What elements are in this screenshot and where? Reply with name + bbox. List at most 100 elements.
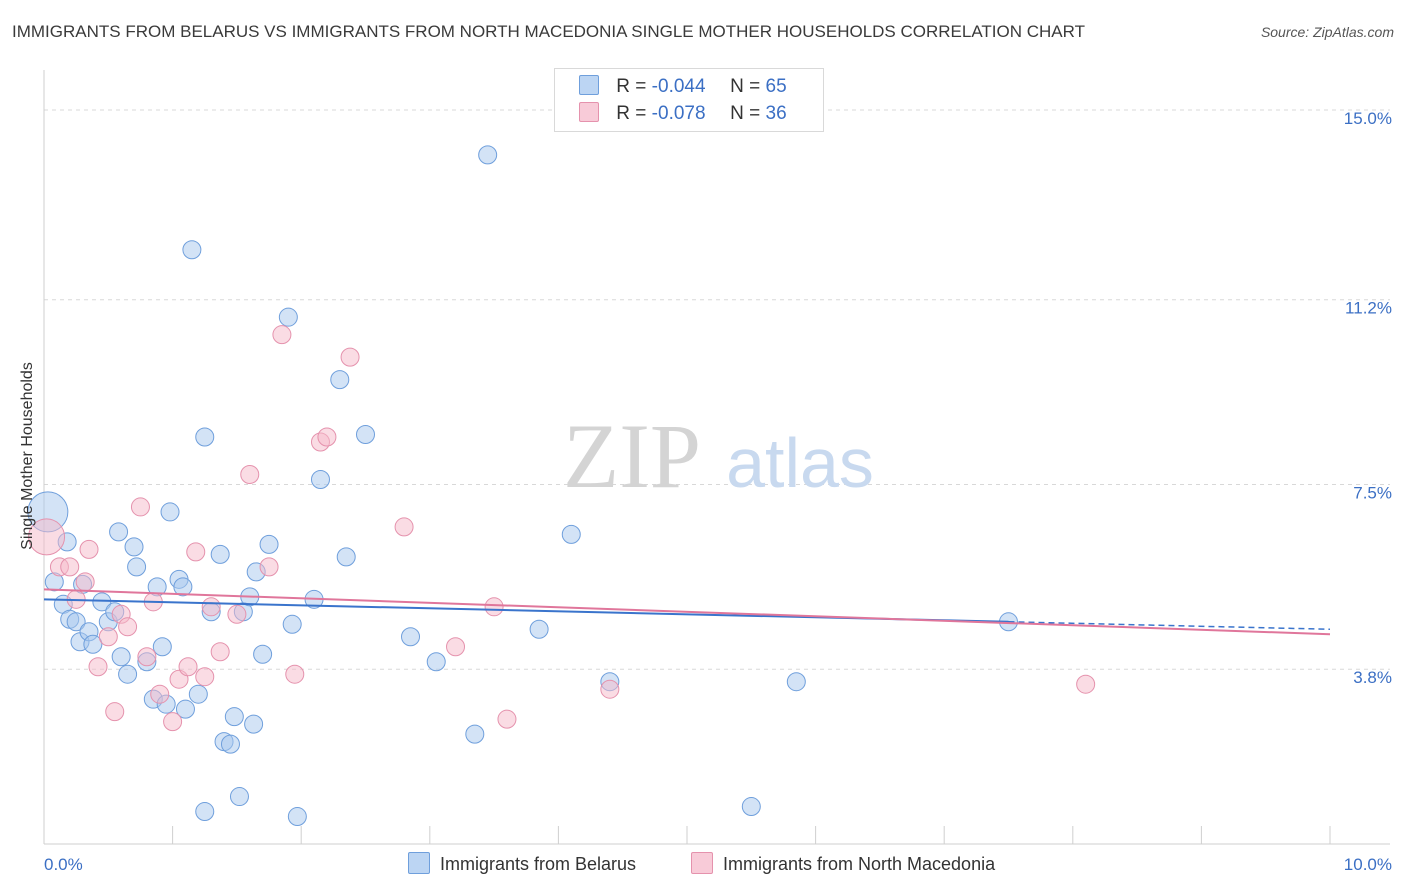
y-axis-tick-labels: 3.8% 7.5% 11.2% 15.0%: [1344, 109, 1392, 687]
north-macedonia-point: [394, 517, 414, 537]
belarus-point: [356, 425, 375, 445]
watermark: ZIP atlas: [563, 405, 874, 507]
belarus-point: [175, 699, 195, 719]
north-macedonia-point: [75, 572, 95, 592]
belarus-point: [529, 619, 549, 639]
n-label: N =: [730, 103, 761, 124]
north-macedonia-point: [340, 347, 360, 367]
belarus-point: [401, 627, 421, 647]
n-label: N =: [730, 76, 761, 97]
north-macedonia-point: [600, 679, 620, 699]
belarus-point: [182, 240, 202, 260]
belarus-point: [259, 534, 279, 554]
north-macedonia-point: [150, 684, 170, 704]
north-macedonia-point: [1076, 674, 1096, 694]
r-value-north-macedonia: -0.078: [651, 103, 706, 124]
belarus-point: [741, 797, 761, 817]
trend-lines: [43, 588, 1331, 636]
n-value-north-macedonia: 36: [765, 103, 787, 124]
north-macedonia-point: [79, 539, 99, 559]
y-axis-label: Single Mother Households: [19, 362, 36, 550]
belarus-trend-line-extension: [1008, 621, 1331, 631]
belarus-point: [253, 644, 273, 664]
r-value-belarus: -0.044: [651, 76, 706, 97]
north-macedonia-point: [178, 657, 198, 677]
data-points: [27, 145, 1096, 827]
north-macedonia-trend-line: [43, 588, 1331, 636]
belarus-point: [278, 307, 298, 327]
belarus-point: [188, 684, 208, 704]
belarus-point: [310, 469, 330, 489]
belarus-point: [195, 802, 215, 822]
north-macedonia-point: [137, 647, 157, 667]
y-tick-label: 11.2%: [1345, 299, 1392, 318]
north-macedonia-point: [317, 427, 337, 447]
x-tick-label: 0.0%: [44, 855, 83, 874]
stats-legend: R = -0.044 N = 65 R = -0.078 N = 36: [554, 68, 824, 132]
north-macedonia-point: [195, 667, 215, 687]
north-macedonia-point: [163, 712, 183, 732]
north-macedonia-point: [240, 464, 260, 484]
north-macedonia-point: [201, 597, 221, 617]
belarus-point: [336, 547, 356, 567]
belarus-point: [210, 544, 230, 564]
north-macedonia-point: [497, 709, 517, 729]
watermark-atlas: atlas: [726, 424, 874, 502]
y-tick-label: 15.0%: [1344, 109, 1392, 128]
belarus-legend-swatch: [408, 852, 430, 874]
belarus-point: [124, 537, 144, 557]
belarus-point: [83, 634, 103, 654]
belarus-point: [173, 577, 193, 597]
belarus-point: [127, 557, 147, 577]
north-macedonia-point: [186, 542, 206, 562]
north-macedonia-point: [60, 557, 80, 577]
belarus-point: [287, 807, 307, 827]
belarus-point: [561, 524, 581, 544]
belarus-point: [66, 612, 86, 632]
legend-item-belarus: Immigrants from Belarus: [408, 852, 636, 875]
legend-label-north-macedonia: Immigrants from North Macedonia: [723, 854, 996, 874]
belarus-point: [244, 714, 264, 734]
north-macedonia-point: [446, 637, 466, 657]
belarus-point: [426, 652, 446, 672]
north-macedonia-point: [98, 627, 118, 647]
stats-legend-row-north-macedonia: R = -0.078 N = 36: [579, 102, 787, 125]
axes: [43, 70, 1390, 845]
belarus-point: [152, 637, 172, 657]
r-label: R =: [616, 76, 647, 97]
belarus-point: [478, 145, 498, 165]
belarus-point: [465, 724, 485, 744]
north-macedonia-point: [28, 518, 66, 556]
chart-title: IMMIGRANTS FROM BELARUS VS IMMIGRANTS FR…: [12, 22, 1085, 41]
belarus-point: [229, 787, 249, 807]
n-value-belarus: 65: [765, 76, 787, 97]
y-tick-label: 7.5%: [1353, 483, 1392, 502]
north-macedonia-point: [259, 557, 279, 577]
legend-item-north-macedonia: Immigrants from North Macedonia: [691, 852, 995, 875]
legend-label-belarus: Immigrants from Belarus: [440, 854, 637, 874]
belarus-point: [111, 647, 131, 667]
north-macedonia-legend-swatch: [691, 852, 713, 874]
x-tick-label: 10.0%: [1344, 855, 1392, 874]
gridlines: [44, 109, 1390, 670]
x-axis-ticks: [43, 826, 1331, 844]
x-axis-tick-labels: 0.0% 10.0%: [44, 855, 1392, 874]
source-credit: Source: ZipAtlas.com: [1260, 24, 1394, 40]
north-macedonia-point: [210, 642, 230, 662]
north-macedonia-point: [272, 325, 292, 345]
belarus-point: [330, 370, 350, 390]
watermark-zip: ZIP: [563, 405, 701, 507]
north-macedonia-point: [105, 702, 125, 722]
belarus-point: [282, 614, 302, 634]
belarus-swatch: [579, 75, 599, 95]
belarus-point: [224, 707, 244, 727]
north-macedonia-swatch: [579, 102, 599, 122]
belarus-point: [220, 734, 240, 754]
belarus-point: [195, 427, 215, 447]
belarus-point: [109, 522, 129, 542]
belarus-point: [118, 664, 138, 684]
north-macedonia-point: [118, 617, 138, 637]
north-macedonia-point: [285, 664, 305, 684]
r-label: R =: [616, 103, 647, 124]
